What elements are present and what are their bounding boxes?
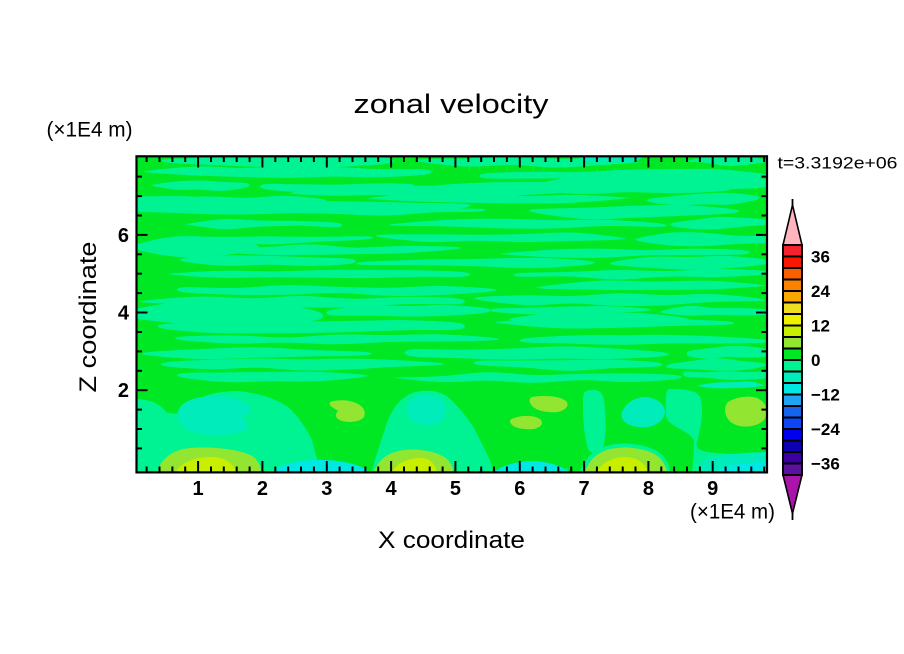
svg-text:2: 2 bbox=[257, 478, 268, 500]
svg-text:(×1E4 m): (×1E4 m) bbox=[47, 119, 133, 142]
svg-text:0: 0 bbox=[811, 351, 820, 370]
svg-text:4: 4 bbox=[118, 303, 130, 325]
svg-text:5: 5 bbox=[450, 478, 461, 500]
svg-text:24: 24 bbox=[811, 282, 830, 301]
svg-text:−24: −24 bbox=[811, 420, 840, 439]
svg-text:9: 9 bbox=[707, 478, 718, 500]
svg-text:12: 12 bbox=[811, 317, 830, 336]
svg-text:−36: −36 bbox=[811, 455, 840, 474]
svg-text:(×1E4 m): (×1E4 m) bbox=[690, 501, 775, 524]
svg-text:8: 8 bbox=[643, 478, 654, 500]
svg-text:3: 3 bbox=[321, 478, 332, 500]
svg-text:1: 1 bbox=[193, 478, 204, 500]
svg-text:zonal velocity: zonal velocity bbox=[354, 89, 550, 119]
svg-text:−12: −12 bbox=[811, 386, 840, 405]
svg-text:6: 6 bbox=[514, 478, 525, 500]
svg-text:6: 6 bbox=[118, 225, 129, 247]
svg-text:7: 7 bbox=[579, 478, 590, 500]
svg-text:2: 2 bbox=[118, 380, 129, 402]
svg-text:t=3.3192e+06: t=3.3192e+06 bbox=[778, 154, 898, 173]
svg-text:X coordinate: X coordinate bbox=[378, 527, 525, 554]
svg-text:Z coordinate: Z coordinate bbox=[75, 242, 102, 393]
svg-text:36: 36 bbox=[811, 248, 830, 267]
svg-text:4: 4 bbox=[386, 478, 398, 500]
